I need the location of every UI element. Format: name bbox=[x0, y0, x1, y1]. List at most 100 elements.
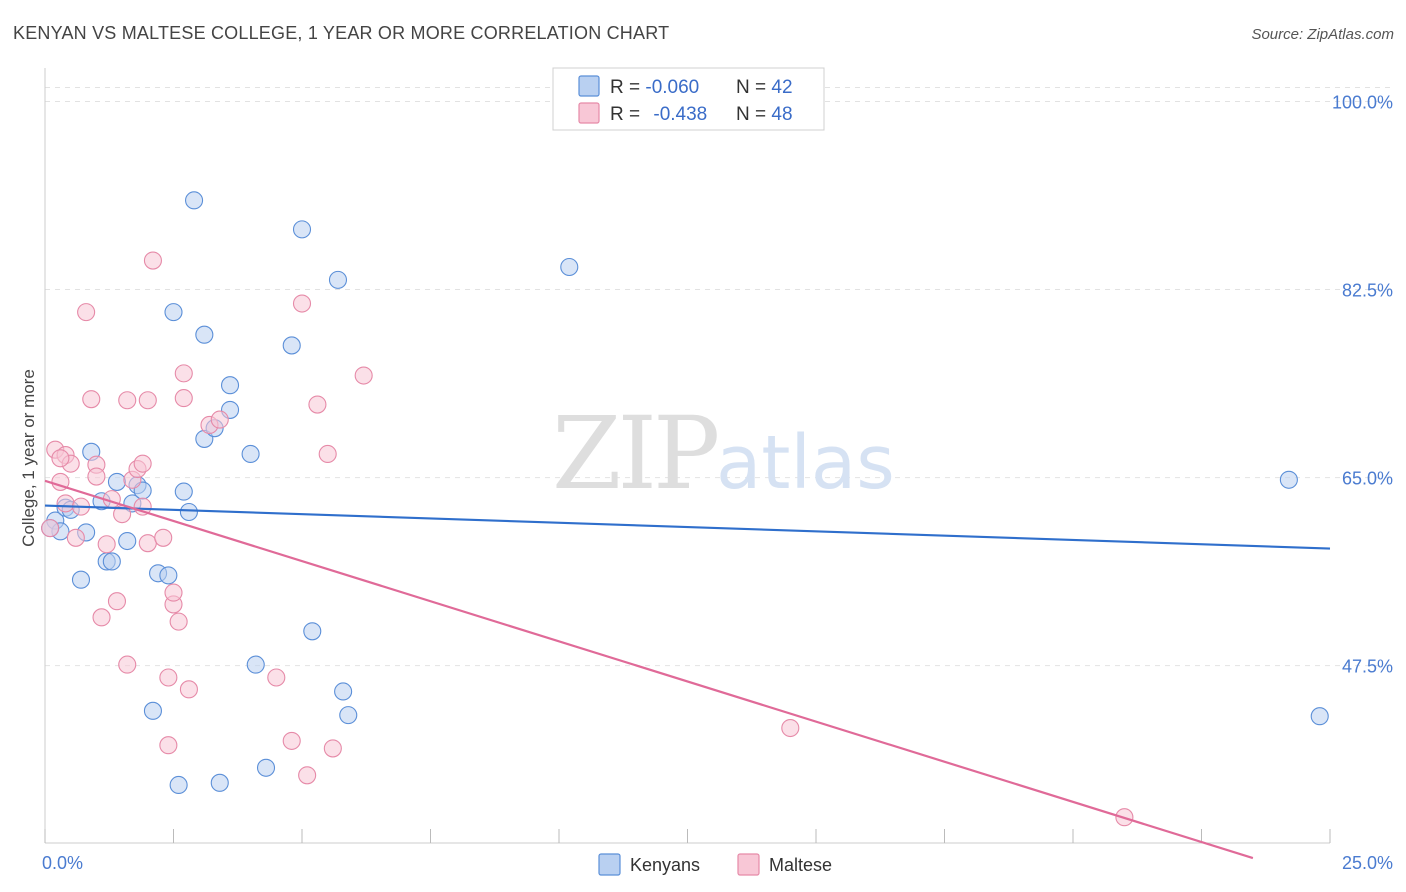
maltese-point bbox=[87, 467, 106, 486]
kenyan-point bbox=[164, 303, 183, 322]
x-tick-label: 0.0% bbox=[42, 853, 83, 873]
series-maltese-points bbox=[41, 251, 1134, 827]
legend: R = -0.060 N = 42 R = -0.438 N = 48 bbox=[552, 67, 825, 131]
legend-r-label-maltese: R = bbox=[610, 104, 645, 125]
maltese-point bbox=[282, 731, 301, 750]
trendlines bbox=[44, 479, 1331, 860]
kenyan-point bbox=[195, 325, 214, 344]
kenyan-point bbox=[334, 682, 353, 701]
maltese-point bbox=[138, 391, 157, 410]
y-tick-labels: 47.5% 65.0% 82.5% 100.0% bbox=[1332, 92, 1393, 676]
y-tick-label: 82.5% bbox=[1342, 281, 1393, 301]
y-tick-label: 65.0% bbox=[1342, 469, 1393, 489]
legend-r-value-kenyans: -0.060 bbox=[645, 77, 699, 98]
gridlines bbox=[45, 87, 1393, 667]
maltese-point bbox=[92, 608, 111, 627]
bottom-legend-maltese: Maltese bbox=[769, 855, 832, 875]
legend-n-label-maltese: N = bbox=[736, 104, 771, 125]
legend-row-kenyans: R = -0.060 bbox=[610, 77, 699, 98]
y-axis-label: College, 1 year or more bbox=[19, 369, 38, 547]
maltese-point bbox=[107, 592, 127, 611]
chart-source: Source: ZipAtlas.com bbox=[1251, 26, 1394, 43]
maltese-point bbox=[159, 736, 178, 755]
kenyan-point bbox=[185, 191, 204, 210]
trendline-kenyans bbox=[44, 504, 1331, 550]
x-tick-labels: 0.0% 25.0% bbox=[42, 853, 1393, 873]
maltese-point bbox=[143, 251, 162, 270]
kenyan-point bbox=[220, 376, 240, 395]
kenyan-point bbox=[102, 552, 121, 571]
y-tick-label: 100.0% bbox=[1332, 92, 1393, 112]
maltese-point bbox=[159, 668, 178, 687]
kenyan-point bbox=[118, 531, 137, 551]
maltese-point bbox=[51, 449, 70, 468]
maltese-point bbox=[118, 655, 137, 674]
watermark-atlas: atlas bbox=[716, 420, 895, 506]
legend-r-label-kenyans: R = bbox=[610, 77, 645, 98]
maltese-point bbox=[267, 668, 286, 687]
maltese-point bbox=[174, 364, 193, 383]
chart-title: KENYAN VS MALTESE COLLEGE, 1 YEAR OR MOR… bbox=[13, 23, 669, 43]
maltese-point bbox=[77, 303, 96, 322]
maltese-point bbox=[354, 366, 373, 385]
maltese-point bbox=[323, 739, 342, 758]
maltese-point bbox=[781, 718, 800, 738]
maltese-point bbox=[133, 454, 152, 473]
legend-r-value-maltese: -0.438 bbox=[653, 104, 707, 125]
bottom-legend: Kenyans Maltese bbox=[598, 853, 832, 876]
maltese-point bbox=[164, 583, 183, 602]
maltese-point bbox=[118, 391, 137, 410]
legend-n-value-kenyans: 42 bbox=[771, 77, 792, 98]
kenyan-point bbox=[282, 336, 301, 355]
maltese-point bbox=[174, 389, 193, 408]
legend-n-label-kenyans: N = bbox=[736, 77, 771, 98]
kenyan-point bbox=[241, 444, 260, 464]
maltese-point bbox=[179, 680, 198, 699]
maltese-point bbox=[154, 528, 173, 547]
kenyan-point bbox=[339, 706, 358, 725]
legend-swatch-kenyans bbox=[578, 75, 600, 97]
kenyan-point bbox=[71, 570, 91, 589]
kenyan-point bbox=[1310, 707, 1329, 726]
kenyan-point bbox=[107, 472, 127, 491]
maltese-point bbox=[66, 528, 85, 547]
bottom-legend-kenyans: Kenyans bbox=[630, 855, 700, 875]
maltese-point bbox=[298, 766, 317, 785]
axes bbox=[44, 68, 1331, 844]
maltese-point bbox=[308, 395, 327, 414]
kenyan-point bbox=[303, 622, 322, 641]
kenyan-point bbox=[169, 775, 188, 795]
kenyan-point bbox=[560, 257, 579, 277]
maltese-point bbox=[138, 534, 157, 553]
watermark: ZIP atlas bbox=[552, 395, 895, 512]
kenyan-point bbox=[256, 758, 276, 777]
y-tick-label: 47.5% bbox=[1342, 657, 1393, 677]
kenyan-point bbox=[210, 773, 229, 792]
kenyan-point bbox=[174, 482, 193, 501]
kenyan-point bbox=[328, 270, 348, 289]
maltese-point bbox=[41, 519, 60, 538]
legend-n-kenyans: N = 42 bbox=[736, 77, 793, 98]
bottom-legend-swatch-maltese bbox=[737, 853, 760, 876]
maltese-point bbox=[318, 444, 337, 464]
maltese-point bbox=[82, 390, 101, 409]
maltese-point bbox=[210, 410, 229, 429]
kenyan-point bbox=[143, 701, 162, 720]
bottom-legend-swatch-kenyans bbox=[598, 853, 621, 876]
maltese-point bbox=[169, 612, 188, 631]
x-tick-label: 25.0% bbox=[1342, 853, 1393, 873]
kenyan-point bbox=[179, 502, 198, 522]
maltese-point bbox=[97, 535, 116, 554]
legend-n-maltese: N = 48 bbox=[736, 104, 793, 125]
kenyan-point bbox=[159, 566, 178, 585]
legend-n-value-maltese: 48 bbox=[771, 104, 792, 125]
kenyan-point bbox=[1279, 470, 1298, 489]
kenyan-point bbox=[292, 220, 312, 239]
legend-swatch-maltese bbox=[578, 102, 600, 124]
trendline-maltese bbox=[44, 479, 1254, 860]
legend-row-maltese: R = -0.438 bbox=[610, 104, 707, 125]
watermark-zip: ZIP bbox=[552, 395, 717, 512]
maltese-point bbox=[56, 494, 75, 513]
kenyan-point bbox=[246, 655, 265, 674]
